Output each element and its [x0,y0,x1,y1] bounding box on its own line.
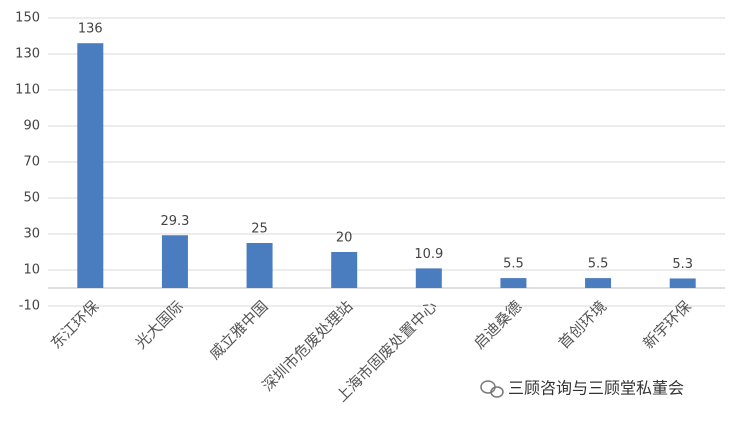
bar [77,43,104,289]
bar [246,243,273,288]
x-tick-label: 威立雅中国 [206,297,272,363]
watermark-icon [480,380,504,398]
y-tick-label: 130 [15,47,40,62]
bar [669,278,696,288]
bar [585,278,612,288]
value-label: 5.5 [588,257,609,272]
y-tick-label: 150 [15,11,40,26]
value-label: 5.5 [503,257,524,272]
y-tick-label: 70 [23,155,40,170]
y-tick-label: 10 [23,263,40,278]
bar [161,235,188,288]
bar [331,252,358,288]
value-label: 5.3 [672,257,693,272]
y-tick-label: 50 [23,191,40,206]
y-tick-label: 110 [15,83,40,98]
y-tick-label: 90 [23,119,40,134]
bar [415,268,442,288]
value-label: 136 [78,22,103,37]
value-label: 25 [251,222,268,237]
y-tick-label: -10 [19,299,40,314]
value-label: 29.3 [160,214,189,229]
x-tick-label: 深圳市危废处理站 [259,297,357,395]
y-tick-label: 30 [23,227,40,242]
bar [500,278,527,288]
value-label: 20 [336,231,353,246]
watermark: 三顾咨询与三顾堂私董会 [508,379,684,398]
value-label: 10.9 [414,247,443,262]
